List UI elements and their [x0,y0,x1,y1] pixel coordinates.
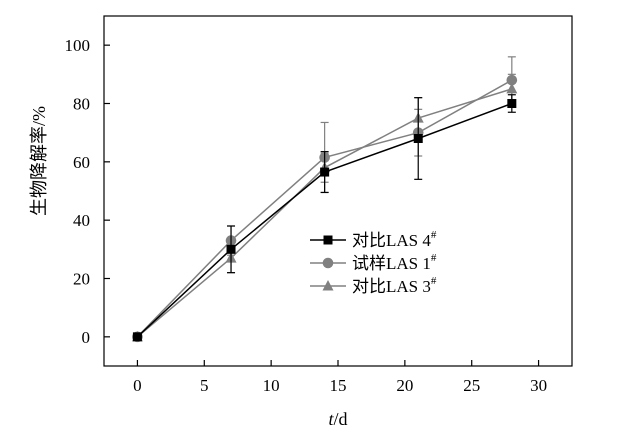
x-tick-label: 30 [530,376,547,395]
plot-frame [103,15,573,367]
x-axis-title: t/d [328,409,347,429]
legend: 对比LAS 4#试样LAS 1#对比LAS 3# [310,229,437,296]
legend-item: 对比LAS 3# [310,275,437,296]
series-circle [132,56,518,343]
legend-label-text: 对比LAS 4 [352,231,431,250]
x-tick-label: 5 [200,376,209,395]
y-tick-label: 40 [73,211,90,230]
legend-item: 试样LAS 1# [310,252,437,273]
legend-label: 对比LAS 4# [352,229,437,250]
x-tick-label: 15 [330,376,347,395]
x-tick-label: 25 [463,376,480,395]
series-layer [131,56,518,343]
y-tick-label: 100 [65,36,91,55]
legend-label-text: 试样LAS 1 [352,254,431,273]
x-tick-label: 0 [133,376,142,395]
data-point [226,244,236,254]
series-triangle [131,73,518,342]
x-axis-title-var: t [328,409,334,429]
data-point [320,167,330,177]
legend-marker [322,257,334,269]
legend-item: 对比LAS 4# [310,229,437,250]
legend-label: 对比LAS 3# [352,275,437,296]
legend-label-text: 对比LAS 3 [352,277,431,296]
y-axis: 0 20 40 60 80 100 [65,36,110,347]
x-tick-label: 20 [396,376,413,395]
x-axis-title-unit: /d [334,409,348,429]
legend-label: 试样LAS 1# [352,252,437,273]
y-tick-label: 20 [73,270,90,289]
data-point [413,134,423,143]
data-point [132,332,142,342]
data-point [506,74,518,86]
y-tick-label: 0 [82,328,91,347]
y-axis-title: 生物降解率/% [29,106,49,216]
legend-superscript: # [431,275,437,287]
y-tick-label: 60 [73,153,90,172]
x-axis: 0 5 10 15 20 25 30 [133,360,547,395]
legend-superscript: # [431,229,437,241]
x-tick-label: 10 [263,376,280,395]
series-square [132,94,517,342]
legend-marker [322,280,334,291]
y-tick-label: 80 [73,95,90,114]
data-point [507,99,517,108]
legend-superscript: # [431,252,437,264]
series-line [136,79,513,338]
legend-marker [323,235,333,245]
